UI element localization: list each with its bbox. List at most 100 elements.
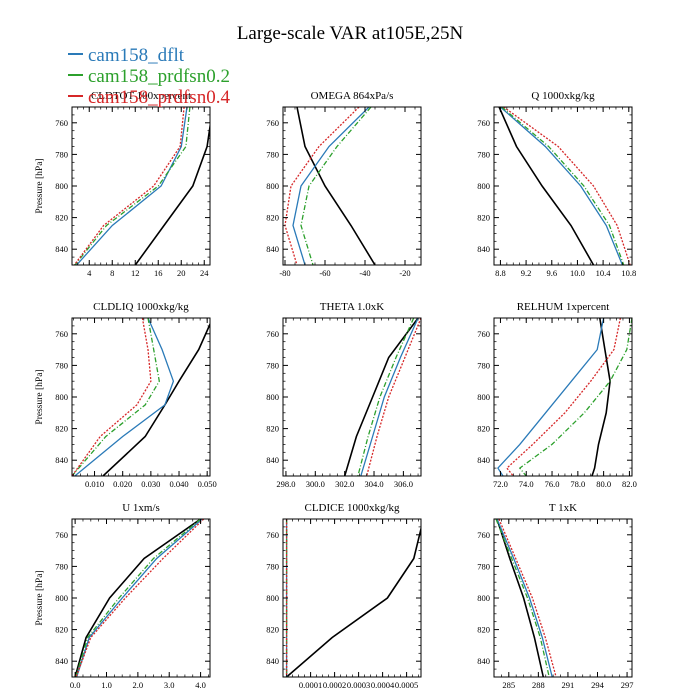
panel-0-title: CLDTOT 100xpercent	[91, 90, 191, 102]
panel-7-xtick-label: 0.0001	[299, 680, 322, 690]
panel-2-xtick-label: 9.6	[546, 268, 557, 278]
panel-0-xtick-label: 24	[200, 268, 209, 278]
panel-8-title: T 1xK	[549, 502, 577, 514]
panel-1-series-0	[296, 107, 376, 265]
panel-5-series-1	[497, 318, 605, 476]
panel-4-xtick-label: 302.0	[335, 479, 354, 489]
panel-6-series-1	[76, 519, 203, 677]
panel-2: Q 1000xkg/kg 8.8 9.2 9.6 10.0 10.4 10.8 760 780 8…	[477, 90, 636, 278]
panel-8-xtick-label: 291	[562, 680, 575, 690]
panel-3-ytick-label: 840	[55, 455, 68, 465]
panel-8-ytick-label: 800	[477, 593, 490, 603]
panel-4-xtick-label: 300.0	[306, 479, 325, 489]
panel-0-xtick-label: 4	[87, 268, 92, 278]
panel-5-series-3	[506, 318, 622, 476]
panel-1-lines	[284, 107, 376, 265]
panel-3-series-2	[72, 318, 160, 476]
panel-6: U 1xm/s 0.0 1.0 2.0 3.0 4.0 760 780 800 820 840 Pre…	[35, 502, 211, 690]
panel-4-ytick-label: 800	[266, 392, 279, 402]
panel-1: OMEGA 864xPa/s -80 -60 -40 -20 760 780 800 820 84…	[266, 90, 422, 278]
panel-5-xtick-label: 78.0	[570, 479, 585, 489]
legend-label-1: cam158_prdfsn0.2	[88, 66, 230, 87]
panel-3-xtick-label: 0.030	[141, 479, 160, 489]
panel-3-xtick-label: 0.020	[113, 479, 132, 489]
panel-2-lines	[498, 107, 631, 265]
panel-3-ytick-label: 820	[55, 424, 68, 434]
panel-4-xtick-label: 306.0	[394, 479, 413, 489]
panel-4-series-0	[343, 318, 419, 476]
panel-0-xtick-label: 12	[131, 268, 140, 278]
panel-2-xtick-label: 10.0	[570, 268, 585, 278]
panel-2-xtick-label: 10.8	[621, 268, 636, 278]
panel-6-xtick-label: 1.0	[101, 680, 112, 690]
panel-8: T 1xK 285 288 291 294 297 760 780 800 820 840	[477, 502, 633, 690]
panel-3-series-0	[102, 322, 210, 476]
panel-6-series-2	[75, 519, 202, 677]
panel-4: THETA 1.0xK 298.0 300.0 302.0 304.0 306.0 760 7…	[266, 301, 422, 489]
panel-3-series-3	[72, 318, 152, 476]
panel-1-ytick-label: 780	[266, 149, 279, 159]
panel-5-lines	[497, 318, 632, 476]
panel-8-xtick-label: 288	[532, 680, 545, 690]
panel-7-ytick-label: 760	[266, 530, 279, 540]
panel-4-series-3	[366, 318, 421, 476]
panel-4-ytick-label: 780	[266, 360, 279, 370]
panel-0-xtick-label: 16	[154, 268, 163, 278]
panel-1-frame	[282, 106, 422, 266]
panel-8-xtick-label: 294	[591, 680, 605, 690]
panel-1-series-3	[284, 107, 360, 265]
panel-2-ytick-label: 780	[477, 149, 490, 159]
panel-7-lines	[285, 519, 421, 677]
panel-3-xtick-label: 0.010	[85, 479, 104, 489]
panel-6-lines	[74, 519, 205, 677]
panel-3-xtick-label: 0.040	[169, 479, 188, 489]
panel-6-ytick-label: 760	[55, 530, 68, 540]
panel-6-xtick-label: 2.0	[133, 680, 144, 690]
panel-4-ytick-label: 840	[266, 455, 279, 465]
panel-7-ytick-label: 820	[266, 625, 279, 635]
panel-0-xtick-label: 20	[177, 268, 186, 278]
panel-5-xtick-label: 76.0	[545, 479, 560, 489]
panel-8-series-0	[496, 519, 545, 677]
panel-6-xtick-label: 4.0	[195, 680, 206, 690]
panel-3-series-1	[74, 318, 175, 476]
panel-6-ytick-label: 820	[55, 625, 68, 635]
panel-0-ylabel: Pressure [hPa]	[35, 158, 45, 213]
panel-6-frame	[71, 518, 211, 678]
panel-6-ylabel: Pressure [hPa]	[35, 570, 45, 625]
panel-3-ytick-label: 760	[55, 329, 68, 339]
panel-0: CLDTOT 100xpercent 4 8 12 16 20 24 760 780 800 820…	[35, 90, 211, 278]
panel-2-xtick-label: 8.8	[495, 268, 506, 278]
panel-1-xtick-label: -40	[359, 268, 370, 278]
panel-1-xtick-label: -60	[319, 268, 330, 278]
panel-5-ytick-label: 780	[477, 360, 490, 370]
panel-7: CLDICE 1000xkg/kg0.0001 0.0002 0.0003 0.000…	[266, 502, 422, 690]
panel-2-ytick-label: 840	[477, 244, 490, 254]
panel-4-series-2	[357, 318, 415, 476]
panel-2-series-1	[499, 107, 624, 265]
panel-0-ytick-label: 760	[55, 118, 68, 128]
panel-1-ytick-label: 820	[266, 213, 279, 223]
panel-7-ytick-label: 840	[266, 656, 279, 666]
panel-1-ytick-label: 800	[266, 181, 279, 191]
panel-0-series-2	[74, 107, 191, 265]
panel-4-series-1	[360, 318, 419, 476]
panel-0-frame	[71, 106, 211, 266]
panel-0-lines	[73, 107, 210, 265]
panel-5-frame	[493, 317, 633, 477]
panel-4-title: THETA 1.0xK	[320, 301, 385, 313]
panel-7-series-0	[286, 525, 421, 677]
legend-label-0: cam158_dflt	[88, 45, 185, 66]
legend: cam158_dflt cam158_prdfsn0.2 cam158_prdf…	[68, 45, 230, 108]
panel-1-title: OMEGA 864xPa/s	[311, 90, 394, 102]
panel-7-ytick-label: 800	[266, 593, 279, 603]
panel-1-xtick-label: -80	[279, 268, 290, 278]
panel-4-ytick-label: 820	[266, 424, 279, 434]
panel-1-ytick-label: 760	[266, 118, 279, 128]
panel-4-xtick-label: 304.0	[364, 479, 383, 489]
panel-3-ytick-label: 780	[55, 360, 68, 370]
panel-6-series-3	[75, 519, 205, 677]
panel-5-ytick-label: 760	[477, 329, 490, 339]
panel-8-frame	[493, 518, 633, 678]
panel-8-series-2	[495, 519, 550, 677]
